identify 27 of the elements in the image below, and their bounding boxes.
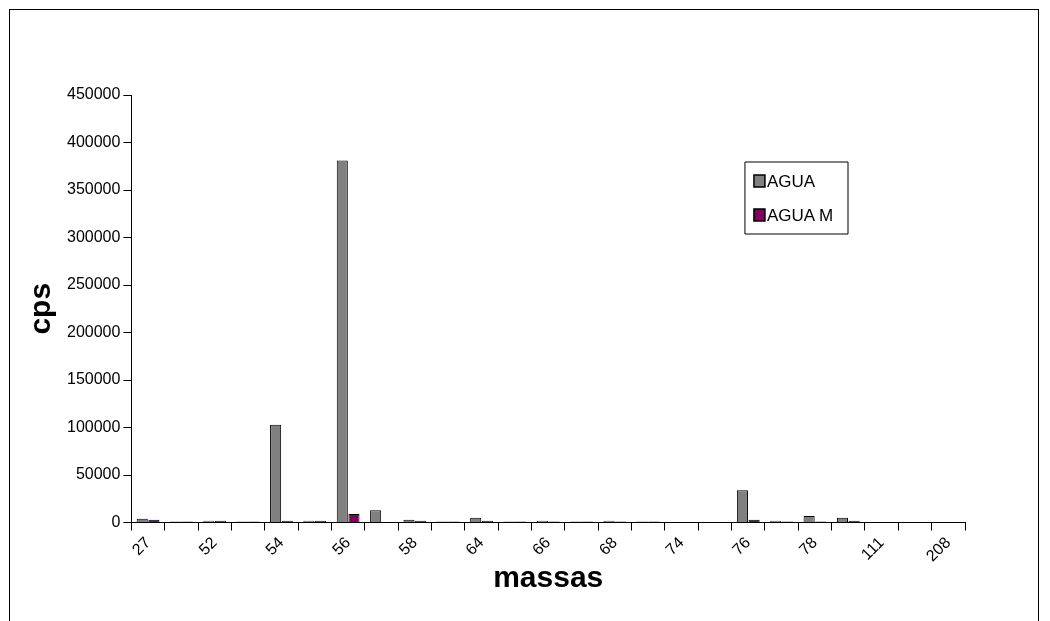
x-tick-label: 74 — [662, 533, 687, 559]
y-tick-label: 300000 — [67, 227, 121, 245]
x-tick-label: 58 — [395, 533, 421, 559]
y-tick-label: 50000 — [75, 465, 121, 483]
x-axis-title: massas — [493, 560, 604, 594]
x-tick-label: 78 — [795, 533, 821, 559]
y-axis-title: cps — [23, 282, 57, 335]
y-tick-label: 0 — [111, 512, 121, 530]
y-tick-label: 450000 — [67, 85, 121, 103]
y-tick-label: 200000 — [67, 322, 121, 340]
x-tick-label: 64 — [462, 533, 487, 559]
x-tick-label: 66 — [528, 533, 554, 559]
y-tick-label: 150000 — [67, 370, 121, 388]
x-tick-label: 111 — [857, 533, 887, 563]
legend-label: AGUA M — [766, 205, 834, 225]
legend-label: AGUA — [766, 171, 816, 191]
x-tick-label: 56 — [328, 533, 354, 559]
x-tick-label: 68 — [595, 533, 621, 559]
x-tick-label: 76 — [728, 533, 754, 559]
x-tick-label: 27 — [128, 533, 154, 559]
y-tick-label: 250000 — [67, 275, 121, 293]
y-tick-label: 350000 — [67, 180, 121, 198]
y-tick-label: 100000 — [67, 417, 121, 435]
x-tick-label: 208 — [922, 533, 954, 565]
y-tick-label: 400000 — [67, 132, 121, 150]
x-tick-label: 52 — [195, 533, 221, 559]
x-tick-label: 54 — [262, 533, 287, 559]
